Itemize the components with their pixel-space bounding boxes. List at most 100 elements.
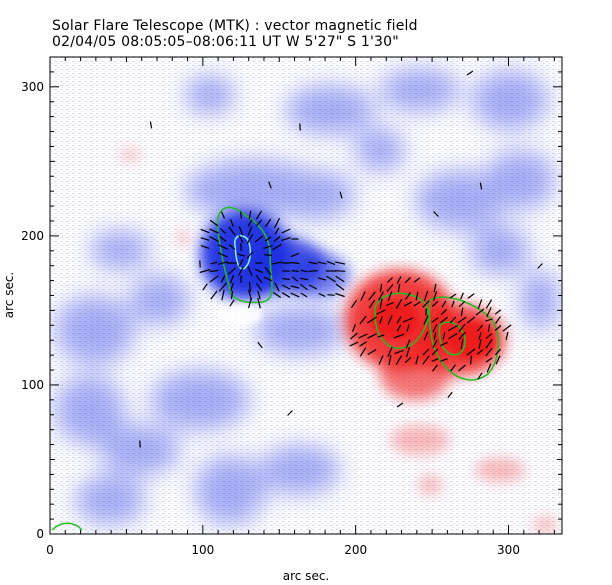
field-vector bbox=[406, 347, 410, 357]
field-vector bbox=[431, 358, 439, 362]
field-vector bbox=[422, 348, 430, 356]
field-vector bbox=[485, 357, 493, 363]
field-vector bbox=[291, 276, 299, 282]
field-vector bbox=[458, 300, 466, 308]
field-vector bbox=[209, 219, 219, 227]
field-vector bbox=[281, 237, 291, 241]
field-vector bbox=[281, 228, 291, 234]
x-tick-label: 100 bbox=[191, 543, 214, 557]
field-vector bbox=[257, 290, 261, 300]
field-vector bbox=[433, 211, 439, 217]
field-vector bbox=[396, 316, 402, 324]
field-vector bbox=[475, 308, 485, 316]
field-vector bbox=[477, 299, 483, 309]
field-vector bbox=[326, 260, 336, 266]
field-vector bbox=[272, 292, 282, 298]
field-vector bbox=[458, 323, 466, 333]
field-vector bbox=[379, 283, 383, 293]
field-vector bbox=[200, 237, 210, 241]
field-vector bbox=[450, 364, 456, 372]
field-vector bbox=[479, 182, 483, 190]
field-vector bbox=[249, 281, 251, 293]
field-vector bbox=[219, 236, 227, 242]
field-vector bbox=[255, 274, 263, 284]
field-vector bbox=[335, 283, 345, 291]
field-vector bbox=[486, 306, 492, 318]
field-vector bbox=[264, 266, 272, 276]
field-vector bbox=[376, 309, 386, 315]
field-vector bbox=[467, 293, 475, 299]
y-axis-label: arc sec. bbox=[2, 272, 16, 318]
field-vector bbox=[466, 70, 474, 76]
x-axis-label: arc sec. bbox=[283, 569, 329, 583]
field-vector bbox=[308, 284, 318, 290]
field-vector bbox=[350, 332, 358, 340]
field-vector bbox=[209, 269, 219, 273]
field-vector bbox=[394, 349, 404, 355]
field-vector bbox=[300, 283, 308, 291]
field-vector bbox=[460, 338, 464, 350]
field-vector bbox=[494, 325, 502, 331]
field-vector bbox=[478, 339, 482, 349]
field-vector bbox=[478, 332, 482, 340]
field-vector bbox=[449, 316, 457, 324]
field-vector bbox=[299, 277, 309, 281]
field-vector bbox=[290, 252, 300, 258]
field-vector bbox=[254, 268, 264, 274]
field-vector bbox=[308, 261, 318, 265]
field-vector bbox=[218, 282, 228, 292]
field-vector bbox=[274, 282, 280, 292]
field-vector bbox=[248, 210, 252, 220]
field-vector bbox=[246, 251, 254, 259]
field-vector bbox=[200, 228, 210, 234]
field-vector bbox=[406, 324, 410, 332]
field-vector bbox=[379, 316, 383, 324]
field-vector bbox=[273, 217, 281, 229]
field-vector bbox=[495, 316, 501, 324]
field-vector bbox=[431, 301, 439, 307]
field-vector bbox=[360, 291, 366, 301]
field-vector bbox=[447, 391, 453, 399]
field-vector bbox=[439, 316, 449, 324]
field-vector bbox=[413, 277, 421, 283]
field-vector bbox=[334, 261, 346, 265]
field-vector bbox=[432, 339, 438, 349]
field-vector bbox=[403, 301, 413, 307]
field-vector bbox=[199, 268, 211, 274]
field-vector bbox=[433, 283, 437, 293]
field-vector bbox=[350, 299, 358, 309]
field-vector bbox=[487, 324, 491, 332]
field-vector bbox=[264, 254, 272, 256]
field-vector bbox=[404, 356, 412, 364]
field-vector bbox=[327, 294, 335, 296]
field-vector bbox=[387, 291, 393, 301]
field-vector bbox=[349, 341, 359, 347]
field-vector bbox=[359, 347, 367, 357]
field-vector bbox=[273, 236, 281, 242]
field-vector bbox=[264, 236, 272, 242]
field-vector bbox=[396, 324, 402, 332]
field-vector bbox=[218, 261, 228, 265]
field-vector bbox=[466, 348, 476, 356]
field-vector bbox=[457, 316, 467, 324]
field-vector bbox=[255, 210, 263, 220]
field-vector bbox=[238, 235, 244, 243]
field-vector bbox=[448, 332, 458, 340]
field-vector bbox=[246, 233, 254, 245]
positive-polarity-network bbox=[120, 149, 557, 533]
field-vector bbox=[217, 252, 229, 258]
field-vector bbox=[326, 275, 336, 283]
field-vector bbox=[405, 291, 411, 301]
field-vector bbox=[257, 297, 261, 309]
field-vector bbox=[451, 300, 455, 308]
field-vector bbox=[230, 282, 234, 292]
field-vector bbox=[229, 299, 235, 307]
field-vector bbox=[272, 261, 282, 265]
field-vector bbox=[413, 301, 421, 307]
field-vector bbox=[339, 191, 343, 199]
field-vector bbox=[378, 291, 384, 301]
field-vector bbox=[255, 219, 263, 227]
field-vector bbox=[221, 289, 225, 301]
field-vector bbox=[476, 349, 484, 355]
field-vector bbox=[447, 324, 459, 332]
